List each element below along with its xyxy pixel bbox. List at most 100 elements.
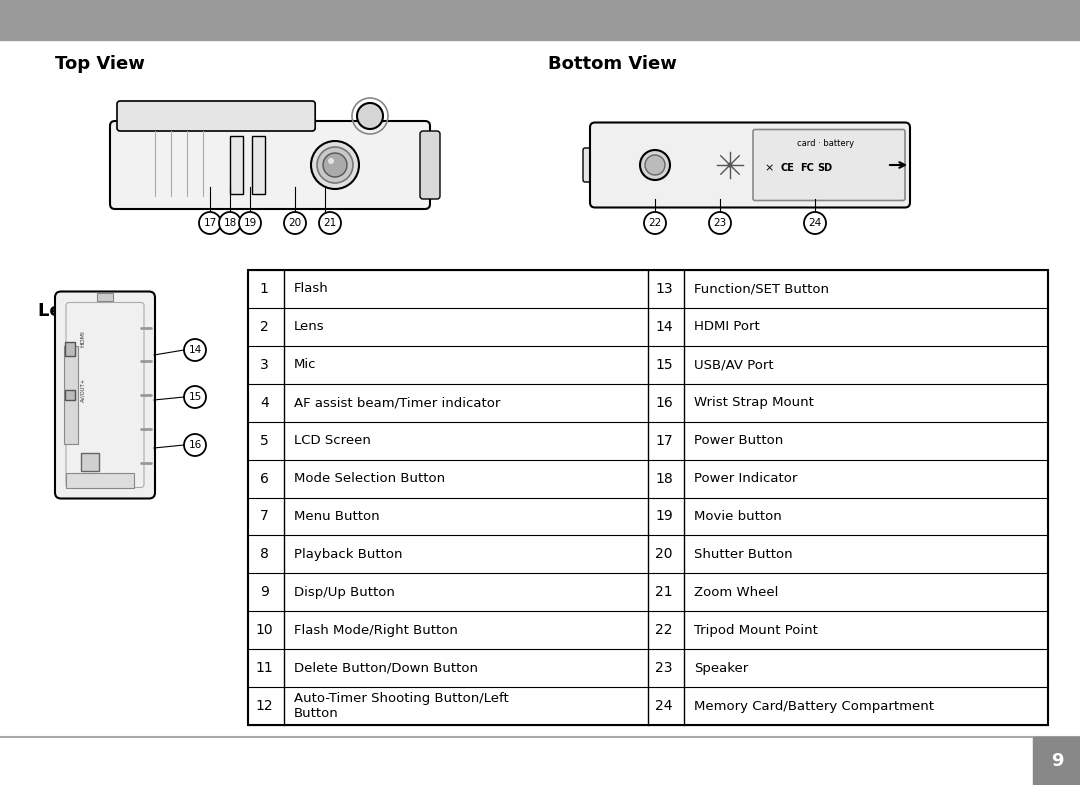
Text: 14: 14 bbox=[656, 319, 673, 334]
Text: 18: 18 bbox=[656, 472, 673, 486]
Text: 18: 18 bbox=[224, 218, 237, 228]
FancyBboxPatch shape bbox=[753, 130, 905, 200]
Text: 1: 1 bbox=[260, 282, 269, 296]
Text: Auto-Timer Shooting Button/Left
Button: Auto-Timer Shooting Button/Left Button bbox=[294, 692, 509, 720]
FancyBboxPatch shape bbox=[55, 291, 156, 498]
Text: 7: 7 bbox=[260, 509, 269, 524]
Text: Playback Button: Playback Button bbox=[294, 548, 403, 560]
Circle shape bbox=[319, 212, 341, 234]
Bar bbox=[0, 0, 1080, 40]
Text: 8: 8 bbox=[260, 547, 269, 561]
Text: 24: 24 bbox=[808, 218, 822, 228]
Text: 23: 23 bbox=[714, 218, 727, 228]
Text: 10: 10 bbox=[255, 623, 273, 637]
Circle shape bbox=[219, 212, 241, 234]
Text: SD: SD bbox=[818, 163, 833, 173]
Text: Power Button: Power Button bbox=[694, 434, 783, 447]
Text: 16: 16 bbox=[188, 440, 202, 450]
Text: Left View: Left View bbox=[38, 302, 133, 320]
Text: 20: 20 bbox=[656, 547, 673, 561]
Bar bbox=[1032, 737, 1080, 785]
Bar bbox=[64, 346, 78, 444]
Text: 20: 20 bbox=[288, 218, 301, 228]
Text: 23: 23 bbox=[656, 661, 673, 675]
Text: 11: 11 bbox=[255, 661, 273, 675]
Text: 21: 21 bbox=[656, 586, 673, 599]
Text: 6: 6 bbox=[260, 472, 269, 486]
Text: FC: FC bbox=[800, 163, 814, 173]
Text: Shutter Button: Shutter Button bbox=[694, 548, 793, 560]
Bar bbox=[252, 136, 265, 194]
Text: Flash: Flash bbox=[294, 283, 328, 295]
Text: Delete Button/Down Button: Delete Button/Down Button bbox=[294, 662, 478, 674]
Text: Wrist Strap Mount: Wrist Strap Mount bbox=[694, 396, 814, 409]
Text: 21: 21 bbox=[323, 218, 337, 228]
FancyBboxPatch shape bbox=[420, 131, 440, 199]
Text: Mode Selection Button: Mode Selection Button bbox=[294, 472, 445, 485]
FancyBboxPatch shape bbox=[117, 101, 315, 131]
FancyBboxPatch shape bbox=[583, 148, 599, 182]
Text: AF assist beam/Timer indicator: AF assist beam/Timer indicator bbox=[294, 396, 500, 409]
Circle shape bbox=[804, 212, 826, 234]
Text: Power Indicator: Power Indicator bbox=[694, 472, 797, 485]
FancyBboxPatch shape bbox=[110, 121, 430, 209]
Text: Tripod Mount Point: Tripod Mount Point bbox=[694, 624, 818, 637]
Text: 24: 24 bbox=[656, 699, 673, 713]
Text: 5: 5 bbox=[260, 433, 269, 447]
Text: 14: 14 bbox=[188, 345, 202, 355]
Bar bbox=[65, 342, 75, 356]
Text: HDMI: HDMI bbox=[81, 330, 85, 347]
Circle shape bbox=[708, 212, 731, 234]
Text: USB/AV Port: USB/AV Port bbox=[694, 358, 773, 371]
Text: Disp/Up Button: Disp/Up Button bbox=[294, 586, 395, 599]
Text: HDMI Port: HDMI Port bbox=[694, 320, 759, 334]
Circle shape bbox=[644, 212, 666, 234]
Text: Movie button: Movie button bbox=[694, 510, 782, 523]
Text: 19: 19 bbox=[243, 218, 257, 228]
Text: 3: 3 bbox=[260, 358, 269, 372]
Text: Function/SET Button: Function/SET Button bbox=[694, 283, 829, 295]
Text: CE: CE bbox=[780, 163, 794, 173]
Text: 19: 19 bbox=[656, 509, 673, 524]
Circle shape bbox=[311, 141, 359, 189]
Bar bbox=[65, 390, 75, 400]
Text: 13: 13 bbox=[656, 282, 673, 296]
Bar bbox=[81, 452, 99, 470]
Text: LCD Screen: LCD Screen bbox=[294, 434, 370, 447]
Text: 16: 16 bbox=[656, 396, 673, 410]
Text: AV/OUT+: AV/OUT+ bbox=[81, 378, 85, 402]
Text: 4: 4 bbox=[260, 396, 269, 410]
Text: Speaker: Speaker bbox=[694, 662, 748, 674]
Text: 17: 17 bbox=[203, 218, 217, 228]
Circle shape bbox=[239, 212, 261, 234]
Text: card · battery: card · battery bbox=[797, 139, 854, 148]
Text: ⨯: ⨯ bbox=[765, 163, 773, 173]
Text: Menu Button: Menu Button bbox=[294, 510, 380, 523]
Bar bbox=[97, 293, 113, 301]
Text: 9: 9 bbox=[260, 586, 269, 599]
Circle shape bbox=[323, 153, 347, 177]
Circle shape bbox=[728, 162, 732, 167]
Circle shape bbox=[284, 212, 306, 234]
Circle shape bbox=[184, 386, 206, 408]
Text: 15: 15 bbox=[656, 358, 673, 372]
Text: 9: 9 bbox=[1051, 752, 1063, 770]
Circle shape bbox=[318, 147, 353, 183]
Text: Memory Card/Battery Compartment: Memory Card/Battery Compartment bbox=[694, 699, 934, 713]
Circle shape bbox=[328, 158, 334, 164]
Text: 2: 2 bbox=[260, 319, 269, 334]
Circle shape bbox=[357, 103, 383, 129]
Text: Flash Mode/Right Button: Flash Mode/Right Button bbox=[294, 624, 458, 637]
Text: Mic: Mic bbox=[294, 358, 316, 371]
Circle shape bbox=[184, 339, 206, 361]
Bar bbox=[66, 473, 134, 487]
Circle shape bbox=[184, 434, 206, 456]
Text: Bottom View: Bottom View bbox=[548, 55, 677, 73]
Text: 15: 15 bbox=[188, 392, 202, 402]
Text: 17: 17 bbox=[656, 433, 673, 447]
Text: Top View: Top View bbox=[55, 55, 145, 73]
Circle shape bbox=[199, 212, 221, 234]
Bar bbox=[230, 136, 243, 194]
Bar bbox=[248, 270, 1048, 725]
Text: Zoom Wheel: Zoom Wheel bbox=[694, 586, 779, 599]
